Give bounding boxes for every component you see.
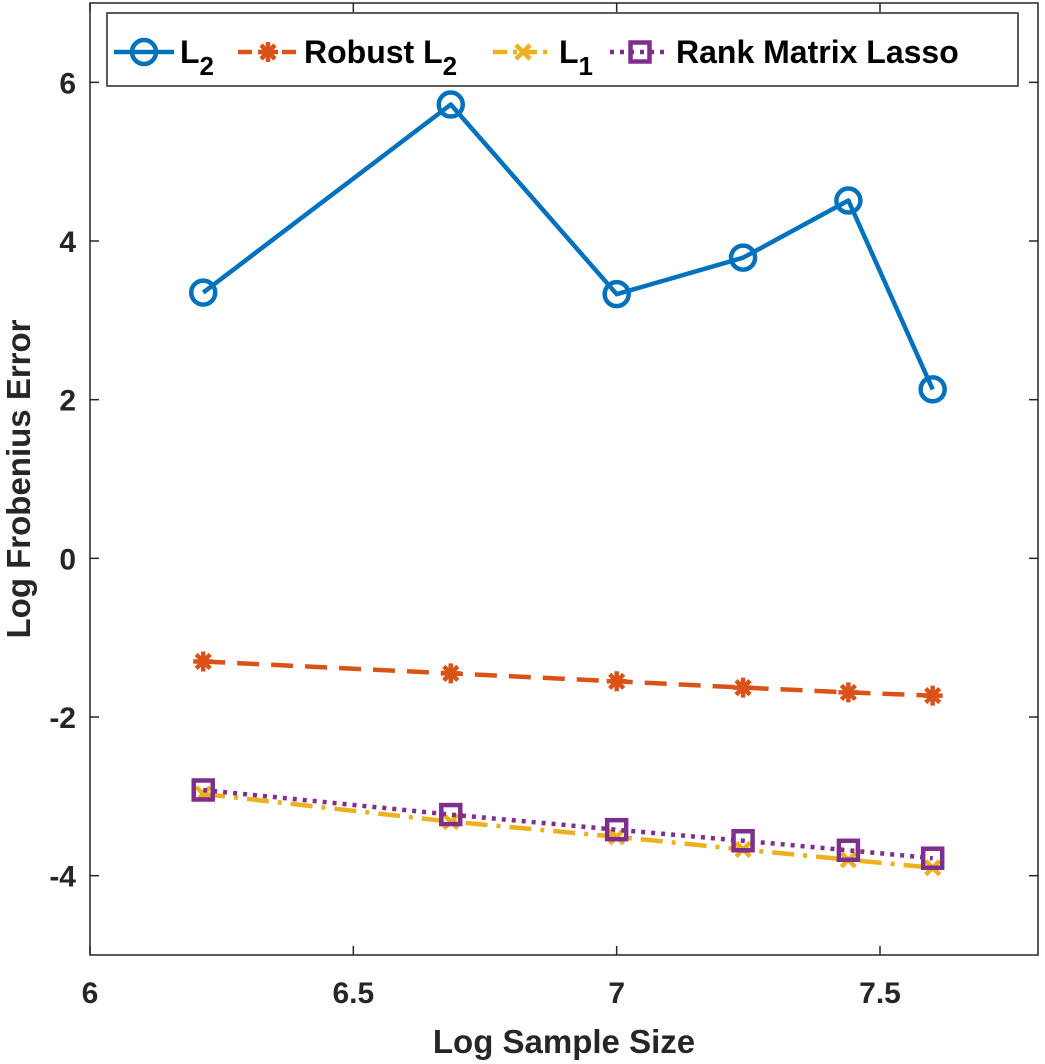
data-point-asterisk	[193, 651, 214, 672]
data-point-asterisk	[922, 685, 943, 706]
data-point-asterisk	[606, 671, 627, 692]
x-tick-label: 6	[82, 977, 99, 1010]
data-point-circle	[436, 90, 466, 119]
y-tick-labels: -4 -2 0 2 4 6	[49, 67, 76, 893]
series-layer	[188, 90, 947, 877]
data-point-square	[731, 829, 755, 853]
x-tick-label: 7	[608, 977, 625, 1010]
data-point-square	[604, 817, 629, 842]
y-tick-label: 6	[59, 67, 76, 100]
y-tick-label: 0	[59, 543, 76, 576]
data-point-square	[191, 778, 215, 802]
data-point-square	[628, 40, 652, 64]
legend-item: Rank Matrix Lasso	[610, 34, 959, 70]
x-axis-title: Log Sample Size	[433, 1023, 695, 1060]
series-line	[202, 791, 933, 870]
series-line	[202, 787, 933, 861]
data-point-square	[920, 846, 945, 870]
x-tick-label: 6.5	[332, 977, 374, 1010]
plot-area	[90, 3, 1038, 955]
series-line	[203, 659, 933, 698]
x-tick-label: 7.5	[859, 977, 901, 1010]
data-point-asterisk	[440, 663, 461, 684]
data-point-circle	[129, 37, 159, 67]
y-tick-label: 2	[59, 385, 76, 418]
x-tick-labels: 6 6.5 7 7.5	[82, 977, 901, 1010]
ticks	[89, 3, 1038, 955]
data-point-square	[836, 838, 861, 863]
data-point-asterisk	[838, 682, 859, 703]
data-point-square	[439, 802, 463, 827]
data-point-circle	[728, 243, 758, 272]
y-tick-label: 4	[59, 226, 76, 259]
data-point-asterisk	[258, 42, 278, 62]
data-point-circle	[834, 186, 863, 215]
data-point-x	[514, 43, 532, 61]
data-point-circle	[602, 279, 631, 309]
y-axis-title: Log Frobenius Error	[0, 319, 37, 638]
series-0	[188, 90, 947, 404]
data-point-circle	[188, 278, 218, 307]
data-point-circle	[918, 375, 947, 404]
legend-label: Rank Matrix Lasso	[676, 34, 959, 70]
legend-box	[106, 12, 1019, 87]
plot-frame	[89, 2, 1039, 956]
series-1	[193, 651, 943, 706]
series-line	[201, 102, 935, 391]
y-tick-label: -2	[49, 702, 76, 735]
data-point-asterisk	[733, 677, 754, 698]
series-3	[191, 778, 945, 870]
y-tick-label: -4	[49, 861, 76, 894]
legend: L2 Robust L2 L1 Rank Matrix Lasso	[106, 12, 1019, 87]
